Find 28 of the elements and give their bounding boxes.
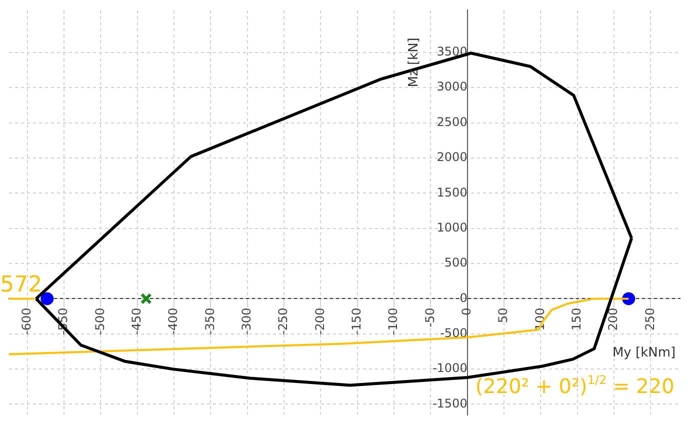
x-tick-label: -200 [312, 308, 327, 335]
x-tick-label: -350 [202, 308, 217, 335]
y-tick-label: 1000 [436, 220, 468, 234]
y-tick-label: 1500 [436, 185, 468, 200]
x-tick-label: 250 [642, 308, 657, 331]
y-tick-label: 2500 [436, 114, 468, 129]
x-tick-label: 50 [496, 308, 510, 323]
x-tick-label: -300 [239, 308, 254, 335]
x-tick-label: -150 [349, 308, 364, 335]
x-tick-label: 200 [606, 308, 620, 331]
x-tick-label: -100 [386, 308, 400, 335]
annotation: 572 [0, 272, 42, 298]
x-tick-label: 150 [569, 308, 584, 331]
y-tick-label: 500 [444, 256, 468, 270]
y-axis-title: Mz [kN] [406, 38, 422, 88]
x-tick-label: -250 [276, 308, 290, 335]
y-tick-label: -1000 [432, 361, 468, 376]
y-tick-label: 0 [460, 290, 468, 305]
x-tick-label: -400 [166, 308, 180, 335]
x-tick-label: 0 [459, 308, 474, 316]
y-tick-label: 2000 [436, 150, 468, 164]
y-tick-label: -1500 [432, 396, 468, 410]
x-tick-label: -600 [19, 308, 34, 335]
y-tick-label: 3000 [436, 80, 468, 94]
x-tick-label: -50 [422, 308, 437, 328]
x-tick-label: -450 [129, 308, 144, 335]
x-tick-label: -500 [92, 308, 107, 335]
x-axis-title: My [kNm] [612, 346, 676, 361]
